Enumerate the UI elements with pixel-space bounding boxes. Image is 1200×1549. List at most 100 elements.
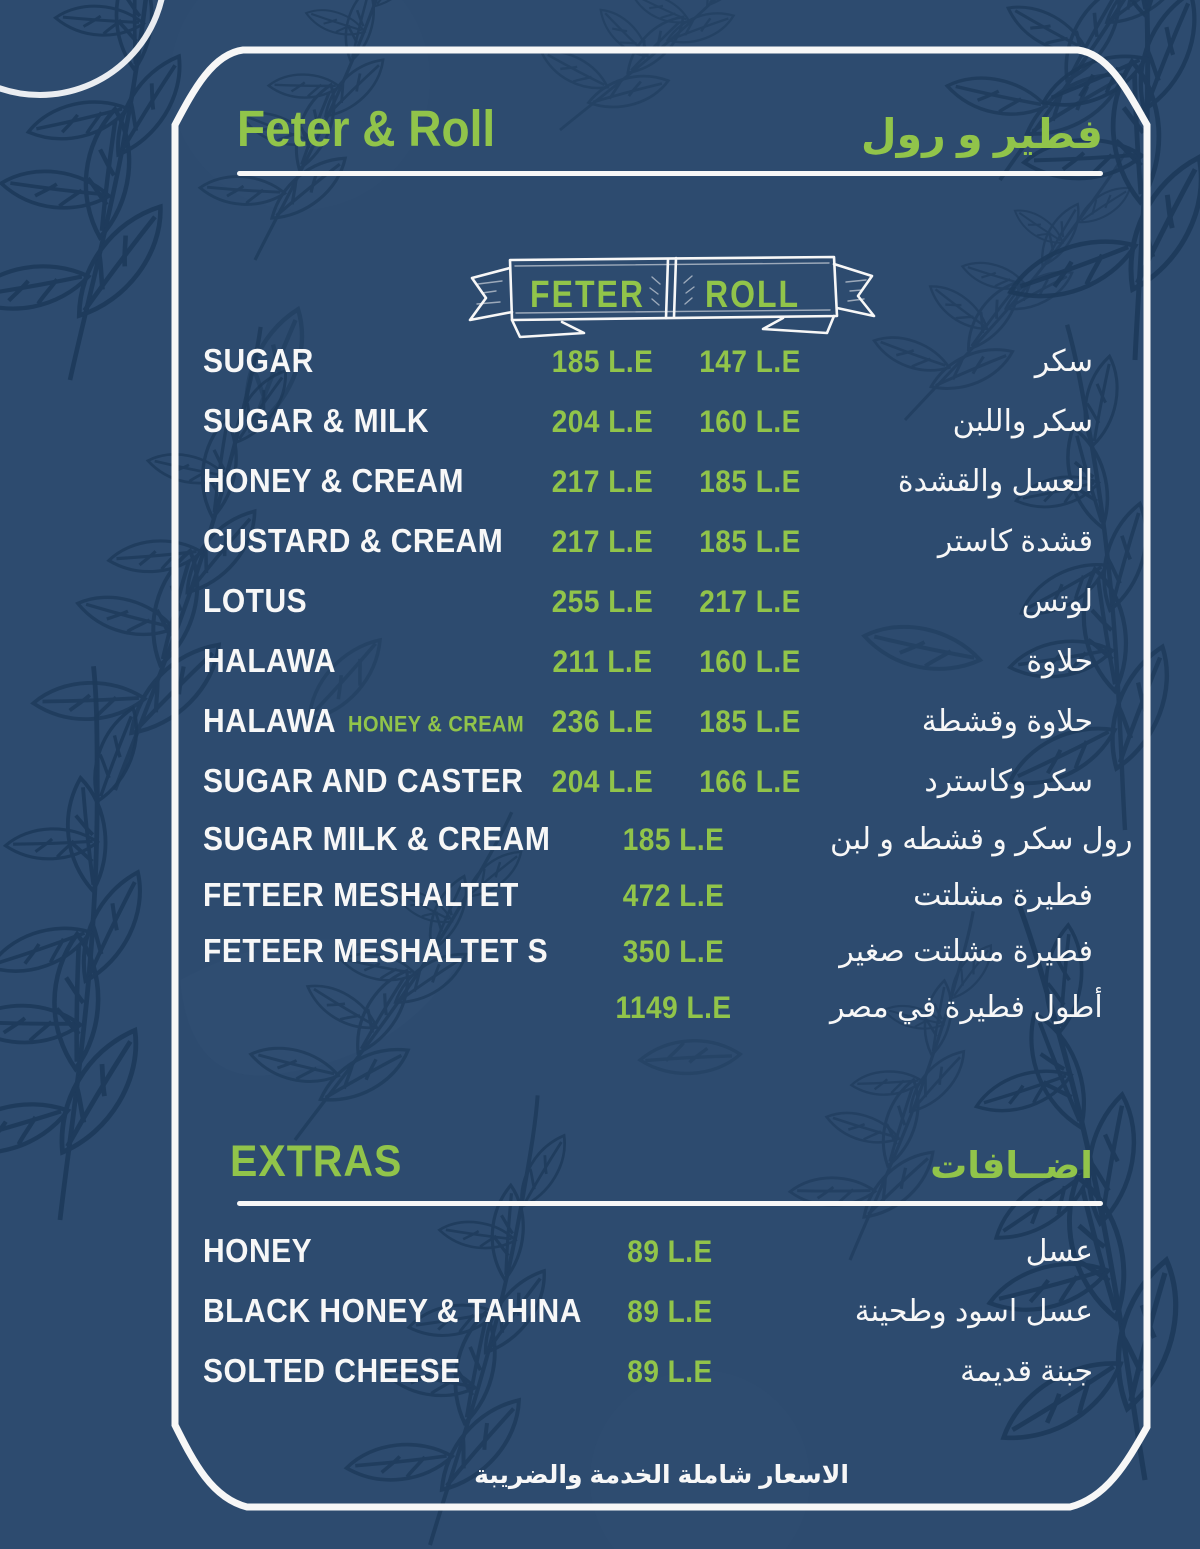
price-value: 217 L.E bbox=[699, 584, 801, 619]
item-name-en: HALAWA bbox=[175, 643, 535, 680]
footer-note: الاسعار شاملة الخدمة والضريبة bbox=[474, 1461, 849, 1489]
menu-item-row: FETEER MESHALTET 472 L.E فطيرة مشلتت bbox=[175, 868, 1148, 924]
price-value: 236 L.E bbox=[551, 704, 654, 739]
item-name-en-text: SUGAR MILK & CREAM bbox=[203, 820, 551, 858]
item-name-en-text: LOTUS bbox=[203, 582, 308, 620]
extras-name-en-text: HONEY bbox=[203, 1232, 313, 1270]
extras-item-row: HONEY 89 L.E عسل bbox=[175, 1222, 1148, 1282]
item-name-en: CUSTARD & CREAM bbox=[175, 522, 535, 560]
price-value: 350 L.E bbox=[622, 934, 725, 969]
item-name-ar: فطيرة مشلتت bbox=[913, 879, 1093, 912]
extras-price: 89 L.E bbox=[535, 1294, 805, 1329]
item-price-roll: 185 L.E bbox=[670, 464, 830, 499]
item-price-feter: 217 L.E bbox=[535, 524, 670, 559]
menu-item-row: 1149 L.E أطول فطيرة في مصر bbox=[175, 980, 1148, 1036]
item-name-en: FETEER MESHALTET bbox=[175, 876, 535, 914]
extras-price: 89 L.E bbox=[535, 1354, 805, 1389]
price-value: 211 L.E bbox=[552, 644, 653, 679]
item-price-roll: 185 L.E bbox=[670, 704, 830, 739]
menu-item-row: HALAWA HONEY & CREAM 236 L.E 185 L.E حلاوة و… bbox=[175, 692, 1148, 752]
ribbon-banner: FETER ROLL bbox=[462, 246, 882, 350]
price-value: 160 L.E bbox=[699, 404, 801, 439]
item-name-ar: سكر وكاسترد bbox=[924, 765, 1093, 798]
item-name-ar: فطيرة مشلتت صغير bbox=[839, 935, 1093, 968]
item-name-en-sub: HONEY & CREAM bbox=[348, 712, 525, 738]
menu-item-row: CUSTARD & CREAM 217 L.E 185 L.E قشدة كاستر bbox=[175, 512, 1148, 572]
header-divider bbox=[237, 171, 1103, 176]
ribbon-icon bbox=[468, 255, 876, 339]
page-title-ar: فطير و رول bbox=[861, 110, 1103, 157]
price-value: 89 L.E bbox=[627, 1294, 713, 1329]
extras-divider bbox=[237, 1201, 1103, 1206]
column-header-roll: ROLL bbox=[704, 272, 801, 316]
item-name-en-text: FETEER MESHALTET S bbox=[203, 932, 549, 970]
menu-item-row: HALAWA 211 L.E 160 L.E حلاوة bbox=[175, 632, 1148, 692]
extras-item-row: SOLTED CHEESE 89 L.E جبنة قديمة bbox=[175, 1342, 1148, 1402]
item-name-ar: العسل والقشدة bbox=[897, 465, 1093, 498]
item-price-feter: 185 L.E bbox=[535, 344, 670, 379]
column-header-feter: FETER bbox=[530, 272, 645, 316]
price-value: 160 L.E bbox=[699, 644, 801, 679]
extras-title-ar: اضــافات bbox=[930, 1145, 1093, 1187]
item-price-roll: 160 L.E bbox=[670, 644, 830, 679]
circle-arc-decoration bbox=[0, 0, 165, 98]
item-name-ar: لوتس bbox=[1021, 585, 1093, 618]
item-name-ar: أطول فطيرة في مصر bbox=[830, 991, 1103, 1024]
item-name-en: SUGAR bbox=[175, 342, 535, 380]
item-name-en: LOTUS bbox=[175, 582, 535, 620]
price-value: 217 L.E bbox=[551, 464, 654, 499]
extras-item-row: BLACK HONEY & TAHINA 89 L.E عسل اسود وطحين… bbox=[175, 1282, 1148, 1342]
extras-title-en: EXTRAS bbox=[230, 1136, 403, 1186]
extras-items: HONEY 89 L.E عسل BLACK HONEY & TAHINA 89 L.E… bbox=[175, 1222, 1148, 1402]
item-name-en-text: CUSTARD & CREAM bbox=[203, 522, 504, 560]
menu-items: SUGAR 185 L.E 147 L.E سكر SUGAR & MILK 204 L.… bbox=[175, 332, 1148, 1036]
price-value: 185 L.E bbox=[622, 822, 725, 857]
extras-name-ar: عسل اسود وطحينة bbox=[854, 1295, 1093, 1328]
price-value: 185 L.E bbox=[699, 464, 801, 499]
item-price-single: 1149 L.E bbox=[526, 990, 821, 1025]
footer: الاسعار شاملة الخدمة والضريبة bbox=[175, 1460, 1148, 1490]
item-price-feter: 217 L.E bbox=[535, 464, 670, 499]
price-value: 147 L.E bbox=[699, 344, 801, 379]
item-name-ar: حلاوة وقشطة bbox=[921, 705, 1093, 738]
price-value: 1149 L.E bbox=[615, 990, 732, 1025]
item-name-en-text: SUGAR bbox=[203, 342, 314, 380]
price-value: 89 L.E bbox=[627, 1234, 713, 1269]
item-price-roll: 185 L.E bbox=[670, 524, 830, 559]
item-name-en bbox=[175, 999, 535, 1017]
extras-name-en-text: SOLTED CHEESE bbox=[203, 1352, 461, 1390]
item-name-ar: حلاوة bbox=[1026, 645, 1093, 678]
price-value: 185 L.E bbox=[699, 704, 801, 739]
page-title-en: Feter & Roll bbox=[237, 99, 496, 157]
item-name-en: SUGAR & MILK bbox=[175, 402, 535, 440]
item-name-en-text: SUGAR & MILK bbox=[203, 402, 429, 440]
extras-name-ar: عسل bbox=[1025, 1235, 1093, 1268]
item-name-ar: سكر bbox=[1034, 345, 1093, 378]
extras-name-en: SOLTED CHEESE bbox=[175, 1352, 535, 1390]
extras-name-en: BLACK HONEY & TAHINA bbox=[175, 1293, 581, 1330]
price-value: 185 L.E bbox=[551, 344, 654, 379]
price-value: 204 L.E bbox=[551, 404, 654, 439]
extras-price: 89 L.E bbox=[535, 1234, 805, 1269]
menu-item-row: HONEY & CREAM 217 L.E 185 L.E العسل والقشدة bbox=[175, 452, 1148, 512]
item-price-roll: 217 L.E bbox=[670, 584, 830, 619]
item-price-single: 185 L.E bbox=[526, 822, 821, 857]
extras-name-en-text: BLACK HONEY & TAHINA bbox=[203, 1292, 582, 1330]
item-price-feter: 236 L.E bbox=[535, 704, 670, 739]
item-name-en-text: HALAWA bbox=[203, 702, 336, 740]
item-name-en-text: HONEY & CREAM bbox=[203, 462, 464, 500]
item-name-en: FETEER MESHALTET S bbox=[175, 933, 548, 970]
extras-section: EXTRAS اضــافات HONEY 89 L.E عسل BLACK HONE… bbox=[175, 1136, 1148, 1402]
item-name-en: SUGAR MILK & CREAM bbox=[175, 821, 550, 858]
menu-item-row: SUGAR 185 L.E 147 L.E سكر bbox=[175, 332, 1148, 392]
price-value: 89 L.E bbox=[627, 1354, 713, 1389]
item-name-ar: قشدة كاستر bbox=[937, 525, 1093, 558]
item-name-en-text: FETEER MESHALTET bbox=[203, 876, 519, 914]
item-name-en: SUGAR AND CASTER bbox=[175, 763, 535, 800]
item-name-en: HONEY & CREAM bbox=[175, 462, 535, 500]
price-value: 166 L.E bbox=[699, 764, 801, 799]
menu-item-row: SUGAR MILK & CREAM 185 L.E رول سكر و قشطه … bbox=[175, 812, 1148, 868]
item-price-single: 350 L.E bbox=[526, 934, 821, 969]
menu-item-row: LOTUS 255 L.E 217 L.E لوتس bbox=[175, 572, 1148, 632]
